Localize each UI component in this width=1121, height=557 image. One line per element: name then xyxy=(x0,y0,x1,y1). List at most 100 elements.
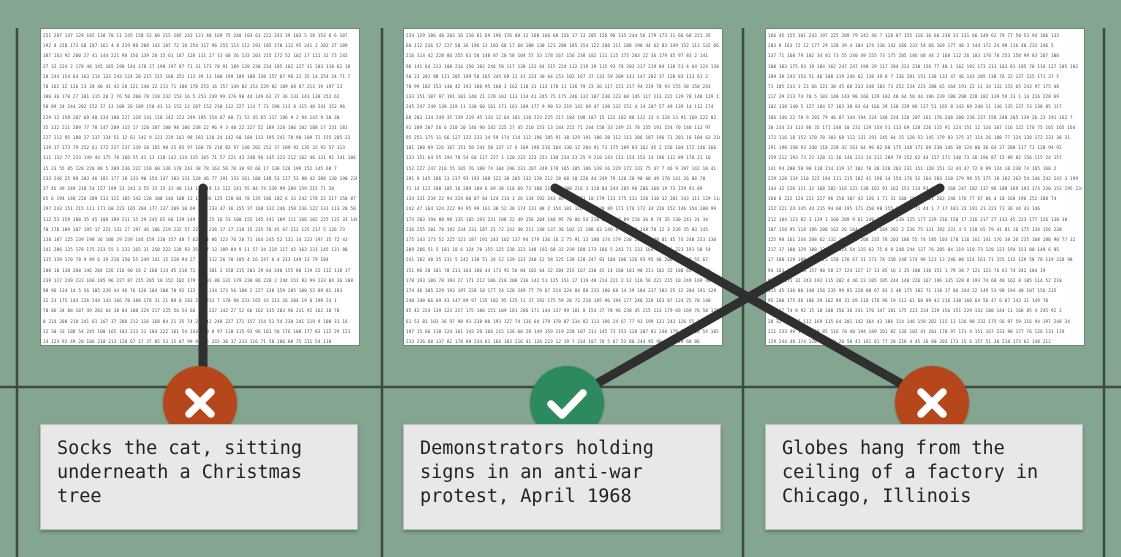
pixel-value-row: 17 180 129 108 177 115 150 176 67 31 171… xyxy=(768,257,1073,263)
pixel-value-row: 239 117 249 233 166 185 96 227 87 215 20… xyxy=(43,277,354,283)
pixel-value-row: 50 89 24 244 202 152 37 13 108 26 189 15… xyxy=(43,104,346,110)
pixel-value-row: 229 120 134 110 222 184 111 215 182 41 1… xyxy=(768,175,1079,181)
pixel-value-row: 71 185 233 1 23 66 221 38 45 60 233 248 … xyxy=(768,84,1060,90)
pixel-value-grid-center: 234 129 186 40 203 16 210 61 69 196 176 … xyxy=(403,28,723,346)
pixel-value-row: 217 17 180 129 108 13 127 124 54 135 62 … xyxy=(768,247,1060,253)
pixel-value-row: 166 45 155 101 243 197 225 209 79 242 46… xyxy=(768,33,1060,38)
pixel-value-row: 92 209 207 56 6 210 20 146 90 142 225 27… xyxy=(406,124,711,130)
pixel-value-row: 70 178 109 107 195 17 221 132 17 197 46 … xyxy=(43,226,346,232)
pixel-value-row: 141 94 200 58 90 118 214 119 17 182 70 2… xyxy=(768,165,1057,171)
pixel-value-row: 95 200 175 46 106 39 162 89 31 69 110 17… xyxy=(768,298,1049,304)
pixel-value-row: 134 131 234 22 94 224 88 87 64 124 214 3… xyxy=(406,196,720,202)
pixel-value-row: 152 227 247 210 55 165 76 188 74 104 196… xyxy=(406,165,717,171)
pixel-value-row: 122 221 24 145 44 215 94 68 195 171 250 … xyxy=(768,206,1041,212)
pixel-value-row: 98 96 134 14 5 56 105 239 44 46 76 126 1… xyxy=(43,288,343,294)
pixel-value-row: 0 214 208 218 241 61 167 37 208 212 116 … xyxy=(43,318,348,324)
pixel-value-row: 209 206 51 5 181 18 6 124 78 155 125 238… xyxy=(406,247,711,253)
pixel-value-row: 65 6 194 148 226 209 133 121 105 142 128… xyxy=(43,196,356,202)
pixel-value-row: 200 10 130 208 146 204 126 116 90 16 2 1… xyxy=(43,267,351,273)
pixel-value-row: 60 112 236 57 227 50 36 196 13 103 68 17… xyxy=(406,43,719,49)
pixel-value-row: 138 107 125 239 198 36 100 29 239 144 15… xyxy=(43,237,348,243)
pixel-value-row: 174 203 194 80 98 135 165 193 231 188 22… xyxy=(406,216,709,222)
pixel-value-row: 216 114 42 228 86 255 63 58 148 87 28 58… xyxy=(406,53,709,59)
pixel-value-row: 78 99 182 153 140 42 193 188 95 160 3 16… xyxy=(406,84,711,90)
pixel-value-row: 197 15 66 110 124 161 143 20 166 215 136… xyxy=(406,328,720,334)
pixel-value-row: 115 45 136 80 140 156 235 99 85 228 80 6… xyxy=(768,288,1057,294)
pixel-value-row: 189 38 243 153 51 46 100 119 246 62 138 … xyxy=(768,73,1060,79)
pixel-value-row: 187 163 92 200 27 41 144 221 98 156 139 … xyxy=(43,53,348,59)
pixel-value-row: 233 151 187 97 191 101 140 21 178 102 11… xyxy=(406,94,720,100)
pixel-value-grid-left: 251 207 147 129 165 138 70 11 245 158 52… xyxy=(40,28,360,346)
pixel-value-row: 191 9 145 186 13 237 93 193 108 122 30 2… xyxy=(406,175,706,181)
pixel-value-row: 178 193 106 78 193 27 171 212 106 210 20… xyxy=(406,277,719,283)
pixel-value-row: 212 104 123 82 3 139 1 160 209 9 61 240 … xyxy=(768,216,1068,222)
pixel-value-row: 139 17 173 79 252 61 172 227 237 139 10 … xyxy=(43,145,346,151)
pixel-value-row: 240 140 66 69 43 147 89 97 135 102 95 12… xyxy=(406,298,711,304)
pixel-value-row: 197 243 151 215 111 171 60 223 165 204 1… xyxy=(43,206,357,212)
pixel-value-row: 12 30 33 188 54 245 100 165 183 213 21 1… xyxy=(43,328,351,334)
pixel-value-row: 242 47 164 124 222 94 95 99 161 30 52 38… xyxy=(406,206,717,212)
pixel-value-row: 172 116 18 152 170 70 103 68 112 131 191… xyxy=(768,135,1071,141)
pixel-value-row: 137 71 160 79 102 34 81 73 55 240 49 155… xyxy=(768,53,1060,59)
pixel-value-row: 102 138 140 5 127 104 57 163 38 83 64 16… xyxy=(768,104,1062,110)
pixel-value-row: 71 14 122 180 105 16 209 109 6 69 38 118… xyxy=(406,186,703,192)
pixel-value-row: 28 32 222 17 112 169 115 64 201 142 164 … xyxy=(768,318,1071,324)
pixel-value-row: 175 143 173 52 225 121 187 191 243 102 1… xyxy=(406,237,717,243)
pixel-value-row: 191 190 140 93 240 118 228 42 161 64 96 … xyxy=(768,145,1062,151)
pixel-value-row: 141 206 125 178 175 233 55 1 232 165 31 … xyxy=(43,247,348,253)
pixel-value-row: 125 98 161 244 208 62 132 102 223 208 23… xyxy=(768,237,1076,243)
cross-mark-icon xyxy=(185,388,215,418)
pixel-value-row: 14 123 92 49 20 106 210 213 120 67 17 37… xyxy=(43,339,332,345)
pixel-value-row: 15 23 55 85 128 220 80 5 209 236 222 118… xyxy=(43,165,337,171)
pixel-value-row: 199 17 74 8 92 15 18 100 156 36 241 170 … xyxy=(768,308,1062,314)
pixel-value-row: 95 251 175 11 66 127 122 233 14 59 174 1… xyxy=(406,135,720,141)
pixel-value-row: 112 53 159 188 35 45 100 189 211 15 29 2… xyxy=(43,216,357,222)
cross-mark-icon xyxy=(917,388,947,418)
pixel-value-row: 241 182 48 35 231 5 242 130 51 34 12 139… xyxy=(406,257,709,263)
pixel-value-row: 35 132 211 209 77 78 147 209 115 17 120 … xyxy=(43,124,348,130)
pixel-value-row: 70 162 32 126 23 20 40 41 43 20 121 240 … xyxy=(43,84,343,90)
pixel-value-row: 233 236 60 137 82 178 88 234 61 166 103 … xyxy=(406,339,700,345)
pixel-value-row: 159 212 193 73 22 120 11 16 146 213 14 2… xyxy=(768,155,1062,161)
pixel-value-row: 93 50 175 32 243 192 115 202 4 46 23 105… xyxy=(768,277,1062,283)
caption-card-left[interactable]: Socks the cat, sitting underneath a Chri… xyxy=(40,424,358,530)
caption-card-center[interactable]: Demonstrators holding signs in an anti-w… xyxy=(403,424,721,530)
pixel-value-row: 229 12 159 207 69 40 134 108 227 128 141… xyxy=(43,114,340,120)
pixel-value-row: 227 212 95 180 27 237 134 51 12 61 142 9… xyxy=(43,135,351,141)
pixel-value-row: 144 32 226 111 32 168 202 116 122 138 10… xyxy=(768,186,1082,192)
pixel-value-row: 27 32 234 2 170 48 145 165 198 144 178 2… xyxy=(43,63,351,69)
pixel-value-row: 135 139 170 78 9 89 6 39 218 150 55 249 … xyxy=(43,257,329,263)
pixel-value-row: 233 246 25 98 203 46 181 177 10 133 90 1… xyxy=(43,175,357,181)
pixel-value-row: 32 23 175 144 226 244 143 166 78 188 178… xyxy=(43,298,337,304)
pixel-value-row: 245 247 249 138 219 11 130 60 161 171 16… xyxy=(406,104,714,110)
pixel-value-row: 160 6 232 124 221 227 96 158 107 43 126 … xyxy=(768,196,1057,202)
pixel-value-row: 101 180 89 126 167 151 58 241 58 137 17 … xyxy=(406,145,717,151)
pixel-value-row: 50 23 201 88 131 205 199 50 165 245 69 1… xyxy=(406,73,709,79)
caption-card-right[interactable]: Globes hang from the ceiling of a factor… xyxy=(765,424,1083,530)
pixel-value-row: 186 146 22 78 9 202 79 46 87 144 194 224… xyxy=(768,114,1073,120)
pixel-value-row: 100 183 175 93 19 184 162 247 247 198 29… xyxy=(768,63,1079,69)
pixel-value-row: 45 42 224 139 123 227 175 186 151 109 18… xyxy=(406,308,719,314)
pixel-value-row: 61 53 81 103 36 97 98 93 238 80 193 127 … xyxy=(406,318,706,324)
pixel-value-row: 133 151 64 55 194 78 54 60 117 227 1 120… xyxy=(406,155,711,161)
pixel-value-row: 211 233 49 1 46 249 85 116 70 40 194 189… xyxy=(768,328,1065,334)
pixel-value-row: 236 255 201 78 192 234 231 187 21 72 243… xyxy=(406,226,709,232)
pixel-value-row: 117 39 213 74 78 5 183 148 143 90 166 12… xyxy=(768,94,1060,100)
pixel-value-row: 234 129 186 40 203 16 210 61 69 196 176 … xyxy=(406,33,711,38)
pixel-value-row: 192 8 210 173 68 187 161 4 0 219 88 208 … xyxy=(43,43,348,49)
pixel-value-row: 251 207 147 129 165 138 70 11 245 158 52… xyxy=(43,33,348,38)
pixel-value-row: 174 46 105 229 193 197 228 10 177 24 128… xyxy=(406,288,717,294)
pixel-value-row: 94 163 102 118 157 90 58 27 124 127 17 1… xyxy=(768,267,1046,273)
pixel-value-row: 68 203 134 249 35 139 219 45 134 12 64 1… xyxy=(406,114,717,120)
pixel-value-row: 151 96 28 101 78 211 164 186 44 173 91 5… xyxy=(406,267,711,273)
pixel-value-row: 203 8 163 72 12 177 29 128 39 4 104 174 … xyxy=(768,43,1054,49)
pixel-value-row: 107 158 95 118 196 208 162 26 164 19 186… xyxy=(768,226,1062,232)
pixel-value-row: 20 244 154 64 163 214 133 243 124 20 215… xyxy=(43,73,351,79)
pixel-value-row: 96 141 64 213 108 216 150 182 246 50 117… xyxy=(406,63,719,69)
pixel-value-row: 30 234 23 113 88 35 171 248 10 231 129 1… xyxy=(768,124,1076,130)
pixel-value-row: 129 244 48 174 228 228 73 26 50 41 161 8… xyxy=(768,339,1051,345)
pixel-value-grid-right: 166 45 155 101 243 197 225 209 79 242 46… xyxy=(765,28,1085,346)
pixel-value-row: 78 86 34 88 107 49 203 64 30 84 100 229 … xyxy=(43,308,340,314)
pixel-value-row: 111 132 77 233 149 44 175 78 166 55 41 1… xyxy=(43,155,356,161)
check-mark-icon xyxy=(547,389,587,419)
